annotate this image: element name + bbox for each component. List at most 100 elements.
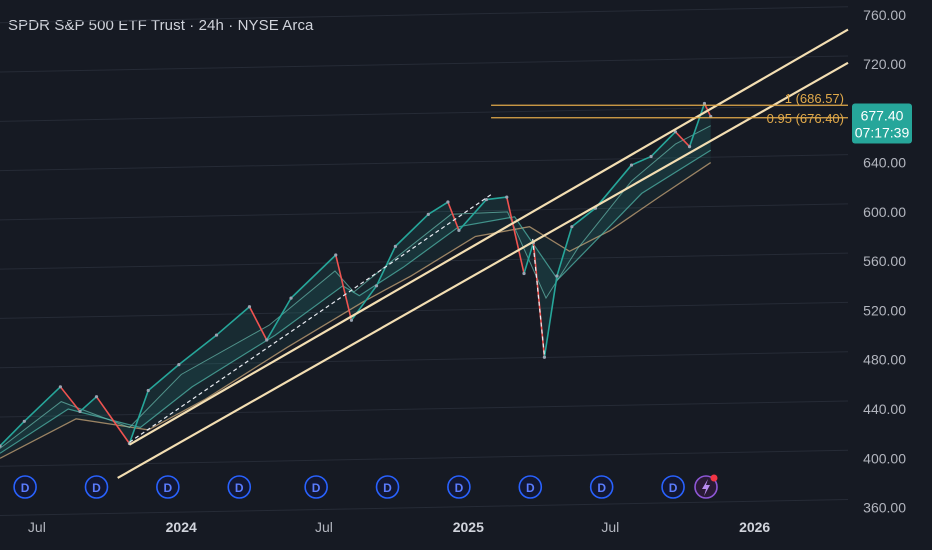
dividend-marker-label: D: [597, 481, 606, 495]
price-segment: [394, 213, 429, 247]
dividend-marker-label: D: [526, 481, 535, 495]
dividend-marker[interactable]: D: [304, 475, 328, 499]
price-point: [0, 444, 2, 448]
grid-line: [0, 400, 849, 418]
channel-line: [128, 28, 849, 446]
price-point: [457, 228, 461, 232]
price-segment: [556, 226, 573, 277]
x-tick-label: 2024: [166, 519, 197, 535]
price-segment: [427, 201, 449, 216]
dividend-marker-circle: [661, 475, 685, 499]
grid-line: [0, 499, 849, 517]
price-segment: [248, 306, 268, 341]
price-point: [484, 197, 488, 202]
grid-line: [0, 301, 849, 319]
dividend-marker-label: D: [383, 481, 392, 495]
price-point: [393, 244, 397, 248]
fib-level-label: 1 (686.57): [785, 91, 844, 106]
price-segment: [458, 199, 487, 231]
price-point: [446, 200, 450, 204]
grid-line: [0, 449, 849, 467]
price-segment: [59, 386, 81, 412]
price-point: [505, 195, 509, 199]
grid-line: [0, 203, 849, 221]
ema-cloud: [0, 103, 711, 454]
price-point: [289, 296, 293, 300]
price-segment: [290, 254, 337, 299]
price-point: [247, 305, 252, 309]
dividend-marker[interactable]: D: [661, 475, 685, 499]
grid-line: [0, 55, 849, 73]
ema-band: [0, 125, 711, 459]
dividend-marker[interactable]: D: [589, 475, 614, 499]
y-tick-label: 520.00: [863, 302, 906, 318]
price-segment: [674, 131, 691, 148]
grid-line: [0, 104, 849, 122]
current-price-countdown: 07:17:39: [855, 125, 910, 141]
y-tick-label: 760.00: [863, 7, 906, 23]
dividend-marker[interactable]: D: [156, 475, 180, 499]
x-tick-label: Jul: [28, 519, 46, 535]
dividend-marker[interactable]: D: [84, 475, 109, 499]
price-point: [334, 253, 338, 257]
price-point: [673, 130, 678, 134]
ema-short-line: [0, 125, 711, 449]
grid-line: [0, 252, 849, 270]
dividend-marker[interactable]: D: [227, 475, 252, 499]
y-tick-label: 400.00: [863, 450, 906, 466]
price-segment: [128, 390, 150, 444]
price-point: [542, 355, 547, 359]
price-segment: [79, 396, 98, 413]
price-point: [214, 333, 219, 337]
dividend-marker-circle: [589, 475, 614, 499]
grid-line: [0, 6, 849, 24]
price-point: [146, 388, 150, 393]
price-point: [78, 409, 82, 414]
y-tick-label: 600.00: [863, 204, 906, 220]
dashed-trendline: [532, 238, 546, 357]
y-tick-label: 360.00: [863, 500, 906, 516]
price-segment: [215, 306, 250, 336]
price-segment: [95, 396, 131, 444]
grid-line: [0, 154, 849, 172]
price-segment: [594, 164, 633, 209]
price-point: [649, 154, 653, 159]
dividend-marker-circle: [227, 475, 252, 499]
price-point: [177, 363, 181, 367]
x-tick-label: Jul: [601, 519, 619, 535]
price-segment: [334, 254, 353, 321]
dividend-marker-label: D: [21, 481, 30, 495]
price-point: [58, 385, 63, 389]
y-tick-label: 440.00: [863, 401, 906, 417]
ema-mid-line: [0, 149, 712, 454]
dividend-marker[interactable]: D: [375, 475, 400, 499]
y-tick-label: 480.00: [863, 352, 906, 368]
lightning-icon: [702, 479, 711, 496]
x-tick-label: 2026: [739, 519, 770, 535]
notification-dot: [710, 474, 718, 482]
dividend-marker-circle: [304, 475, 328, 499]
dividend-marker[interactable]: D: [447, 475, 471, 499]
dividend-marker-circle: [375, 475, 400, 499]
price-segment: [147, 364, 180, 392]
price-point: [349, 318, 354, 322]
price-point: [687, 144, 692, 149]
price-segment: [447, 201, 460, 231]
event-marker[interactable]: [694, 474, 718, 499]
price-point: [629, 163, 634, 167]
price-segment: [650, 131, 676, 158]
price-segment: [571, 207, 596, 228]
price-segment: [523, 242, 535, 274]
y-tick-label: 560.00: [863, 253, 906, 269]
price-segment: [486, 196, 507, 201]
price-point: [555, 274, 559, 278]
dividend-marker[interactable]: D: [13, 475, 37, 499]
price-segment: [266, 297, 292, 341]
x-tick-label: Jul: [315, 519, 333, 535]
y-tick-label: 720.00: [863, 56, 906, 72]
dividend-marker-label: D: [92, 481, 101, 495]
dividend-marker[interactable]: D: [518, 475, 543, 499]
grid-line: [0, 351, 849, 369]
price-point: [374, 284, 379, 288]
